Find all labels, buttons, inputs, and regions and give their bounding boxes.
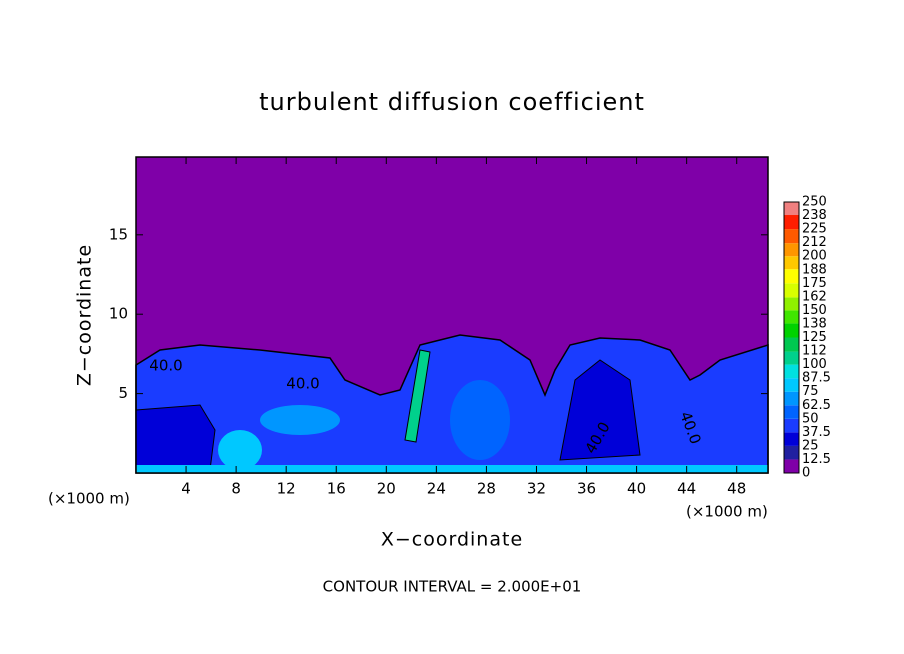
colorbar-bin (784, 202, 799, 216)
colorbar-bin (784, 229, 799, 244)
colorbar-bin (784, 351, 799, 365)
colorbar-bin (784, 378, 799, 392)
colorbar-bin (784, 243, 799, 257)
field-region (218, 430, 262, 470)
y-axis-label: Z−coordinate (74, 244, 96, 386)
colorbar-label: 62.5 (802, 398, 831, 413)
x-tick-label: 40 (627, 480, 646, 498)
field-region (559, 359, 641, 461)
colorbar-bin (784, 459, 799, 473)
x-tick-label: 28 (477, 480, 496, 498)
colorbar-frame (783, 201, 800, 474)
colorbar-bin (784, 283, 799, 298)
colorbar-label: 138 (802, 316, 827, 331)
colorbar-label: 87.5 (802, 371, 831, 386)
x-tick-label: 24 (427, 480, 446, 498)
y-tick-label: 10 (109, 305, 128, 323)
colorbar-label: 125 (802, 330, 827, 345)
x-unit-label: (×1000 m) (48, 490, 130, 508)
colorbar-bin (784, 364, 799, 379)
x-tick-label: 8 (231, 480, 241, 498)
colorbar-bin (784, 337, 799, 352)
plot-frame (135, 156, 769, 474)
colorbar-bin (784, 445, 799, 460)
field-region (135, 404, 216, 471)
colorbar-label: 175 (802, 276, 827, 291)
colorbar-bin (784, 391, 799, 406)
colorbar-label: 75 (802, 384, 819, 399)
chart-title: turbulent diffusion coefficient (259, 88, 645, 116)
x-tick-label: 32 (527, 480, 546, 498)
x-tick-label: 4 (181, 480, 191, 498)
x-tick-label: 12 (277, 480, 296, 498)
colorbar-bin (784, 297, 799, 311)
field-region (260, 405, 340, 435)
colorbar-label: 12.5 (802, 452, 831, 467)
field-region (404, 349, 431, 443)
contour-label: 40.0 (286, 375, 319, 393)
colorbar-label: 225 (802, 222, 827, 237)
x-tick-label: 36 (577, 480, 596, 498)
y-tick-label: 5 (118, 384, 128, 402)
x-tick-label: 16 (327, 480, 346, 498)
colorbar-label: 50 (802, 411, 819, 426)
x-tick-label: 44 (677, 480, 696, 498)
x-tick-label: 48 (727, 480, 746, 498)
colorbar-bin (784, 418, 799, 433)
colorbar-label: 25 (802, 438, 819, 453)
x-unit-label: (×1000 m) (686, 503, 768, 521)
x-axis-label: X−coordinate (381, 529, 523, 551)
colorbar-label: 37.5 (802, 425, 831, 440)
colorbar-label: 238 (802, 208, 827, 223)
colorbar-label: 200 (802, 249, 827, 264)
footer: CONTOUR INTERVAL = 2.000E+01 (323, 578, 582, 596)
colorbar-bin (784, 405, 799, 419)
colorbar-bin (784, 269, 799, 284)
field-region (136, 465, 768, 473)
colorbar-label: 188 (802, 262, 827, 277)
colorbar-bin (784, 215, 799, 230)
y-tick-label: 15 (109, 225, 128, 243)
colorbar-bin (784, 310, 799, 324)
x-tick-label: 20 (377, 480, 396, 498)
colorbar-bin (784, 256, 799, 270)
colorbar-label: 250 (802, 195, 827, 210)
colorbar-label: 212 (802, 235, 827, 250)
contour-label: 40.0 (149, 357, 182, 375)
colorbar-label: 112 (802, 344, 827, 359)
colorbar-label: 100 (802, 357, 827, 372)
colorbar-bin (784, 432, 799, 446)
colorbar-label: 0 (802, 466, 810, 481)
colorbar-bin (784, 323, 799, 338)
field-region (450, 380, 510, 460)
colorbar-label: 162 (802, 289, 827, 304)
colorbar-label: 150 (802, 303, 827, 318)
